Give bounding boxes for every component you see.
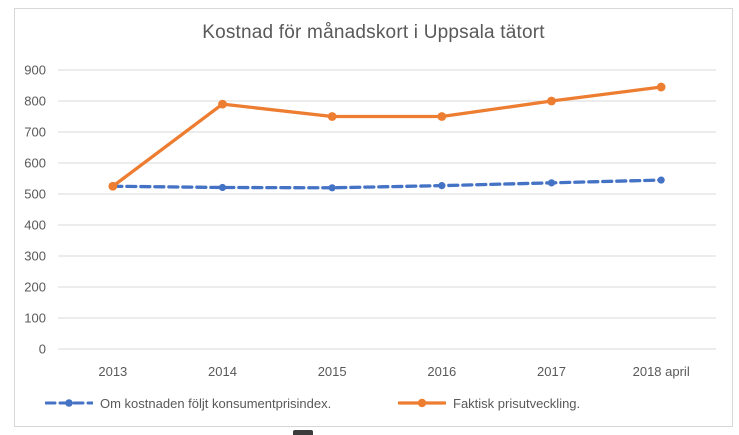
svg-text:400: 400 (24, 218, 46, 233)
legend-line-solid-icon (398, 398, 446, 408)
svg-text:700: 700 (24, 125, 46, 140)
legend-marker-cpi-icon (65, 399, 73, 407)
svg-text:2013: 2013 (98, 364, 127, 379)
svg-text:500: 500 (24, 187, 46, 202)
svg-text:300: 300 (24, 249, 46, 264)
svg-text:2017: 2017 (537, 364, 566, 379)
legend-label-actual: Faktisk prisutveckling. (453, 395, 581, 411)
svg-text:100: 100 (24, 311, 46, 326)
svg-text:0: 0 (39, 342, 46, 357)
plot-area: 0 100 200 300 400 500 600 700 800 900 2013 2014 2015… (24, 63, 716, 379)
svg-text:2016: 2016 (427, 364, 456, 379)
cropped-text-fragment (293, 430, 313, 435)
chart-container: Kostnad för månadskort i Uppsala tätort … (14, 8, 733, 427)
legend-line-dashed-icon (45, 399, 93, 407)
svg-text:2014: 2014 (208, 364, 237, 379)
chart-title: Kostnad för månadskort i Uppsala tätort (202, 22, 545, 43)
svg-text:600: 600 (24, 156, 46, 171)
svg-text:200: 200 (24, 280, 46, 295)
legend-item-cpi: Om kostnaden följt konsumentprisindex. (45, 395, 331, 411)
svg-text:2015: 2015 (318, 364, 347, 379)
legend-label-cpi: Om kostnaden följt konsumentprisindex. (100, 395, 332, 411)
svg-text:900: 900 (24, 63, 46, 78)
legend-item-actual: Faktisk prisutveckling. (398, 395, 580, 411)
legend-marker-actual-icon (417, 398, 427, 408)
svg-text:2018 april: 2018 april (633, 364, 690, 379)
svg-text:800: 800 (24, 94, 46, 109)
